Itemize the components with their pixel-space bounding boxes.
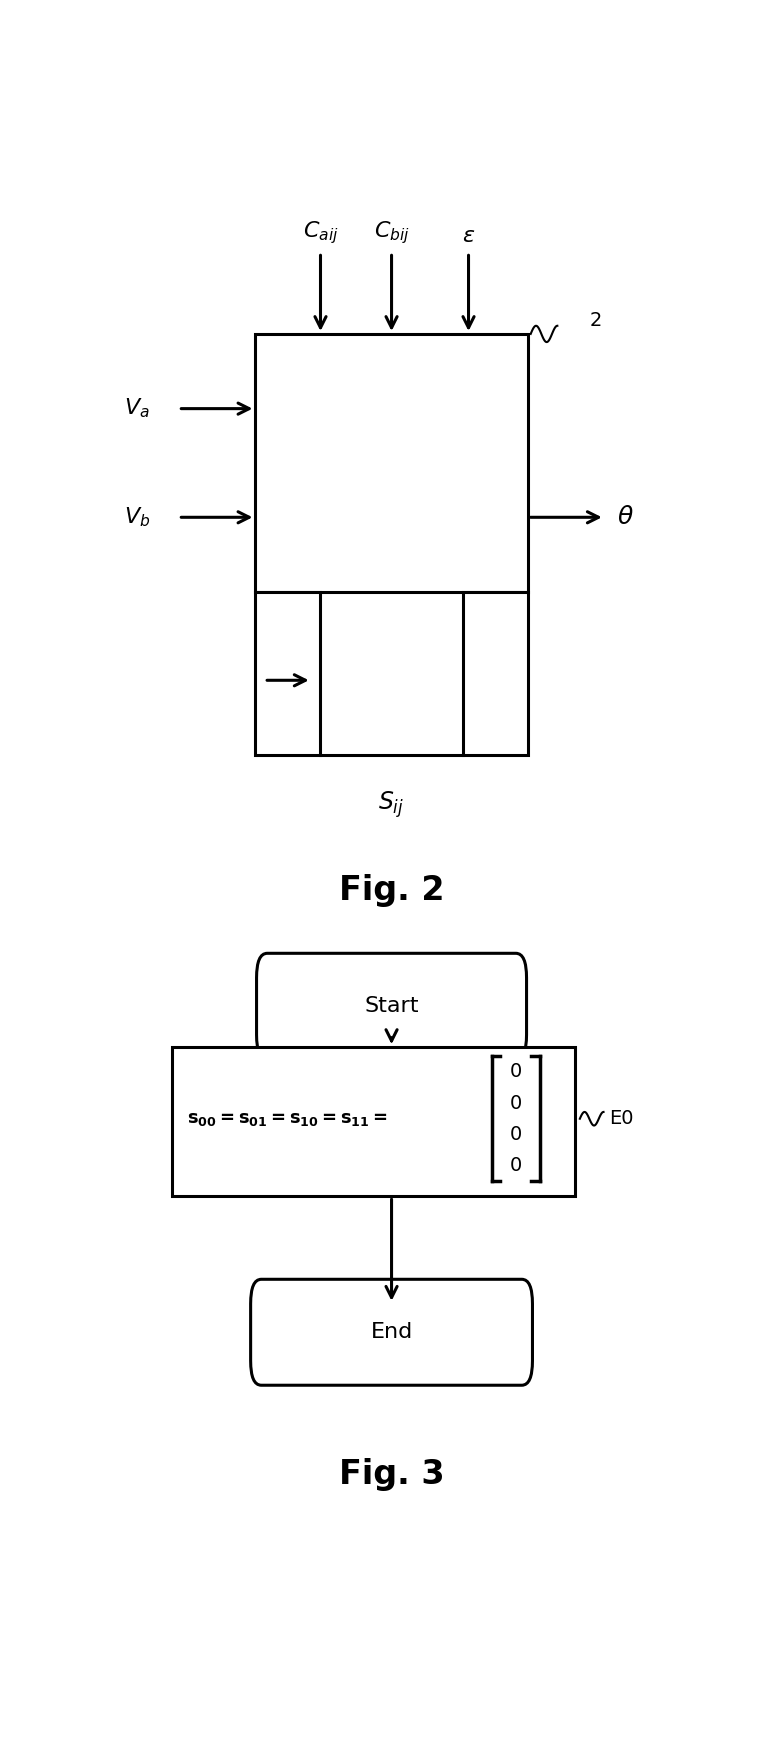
Text: $\varepsilon$: $\varepsilon$ xyxy=(462,226,475,245)
Text: Fig. 3: Fig. 3 xyxy=(338,1459,445,1491)
Bar xyxy=(463,593,528,755)
Bar xyxy=(255,593,321,755)
Text: $V_b$: $V_b$ xyxy=(124,506,150,529)
Text: 2: 2 xyxy=(590,310,602,330)
Text: Start: Start xyxy=(364,997,419,1016)
Text: $\theta$: $\theta$ xyxy=(617,505,633,529)
Text: $C_{bij}$: $C_{bij}$ xyxy=(374,219,410,245)
Text: 0: 0 xyxy=(510,1125,522,1143)
Text: $S_{ij}$: $S_{ij}$ xyxy=(378,789,405,820)
FancyBboxPatch shape xyxy=(251,1279,533,1385)
Text: $\mathbf{s_{00}{=}s_{01}{=}s_{10}{=}s_{11}{=}}$: $\mathbf{s_{00}{=}s_{01}{=}s_{10}{=}s_{1… xyxy=(187,1110,388,1127)
Bar xyxy=(255,333,528,593)
Bar xyxy=(173,1048,575,1196)
Text: $V_a$: $V_a$ xyxy=(124,397,150,420)
Text: End: End xyxy=(371,1323,413,1342)
Text: Fig. 2: Fig. 2 xyxy=(338,875,445,907)
FancyBboxPatch shape xyxy=(257,953,526,1058)
Text: 0: 0 xyxy=(510,1094,522,1113)
Text: $C_{aij}$: $C_{aij}$ xyxy=(303,219,338,245)
Text: 0: 0 xyxy=(510,1062,522,1081)
Text: E0: E0 xyxy=(610,1110,634,1129)
Text: 0: 0 xyxy=(510,1157,522,1175)
